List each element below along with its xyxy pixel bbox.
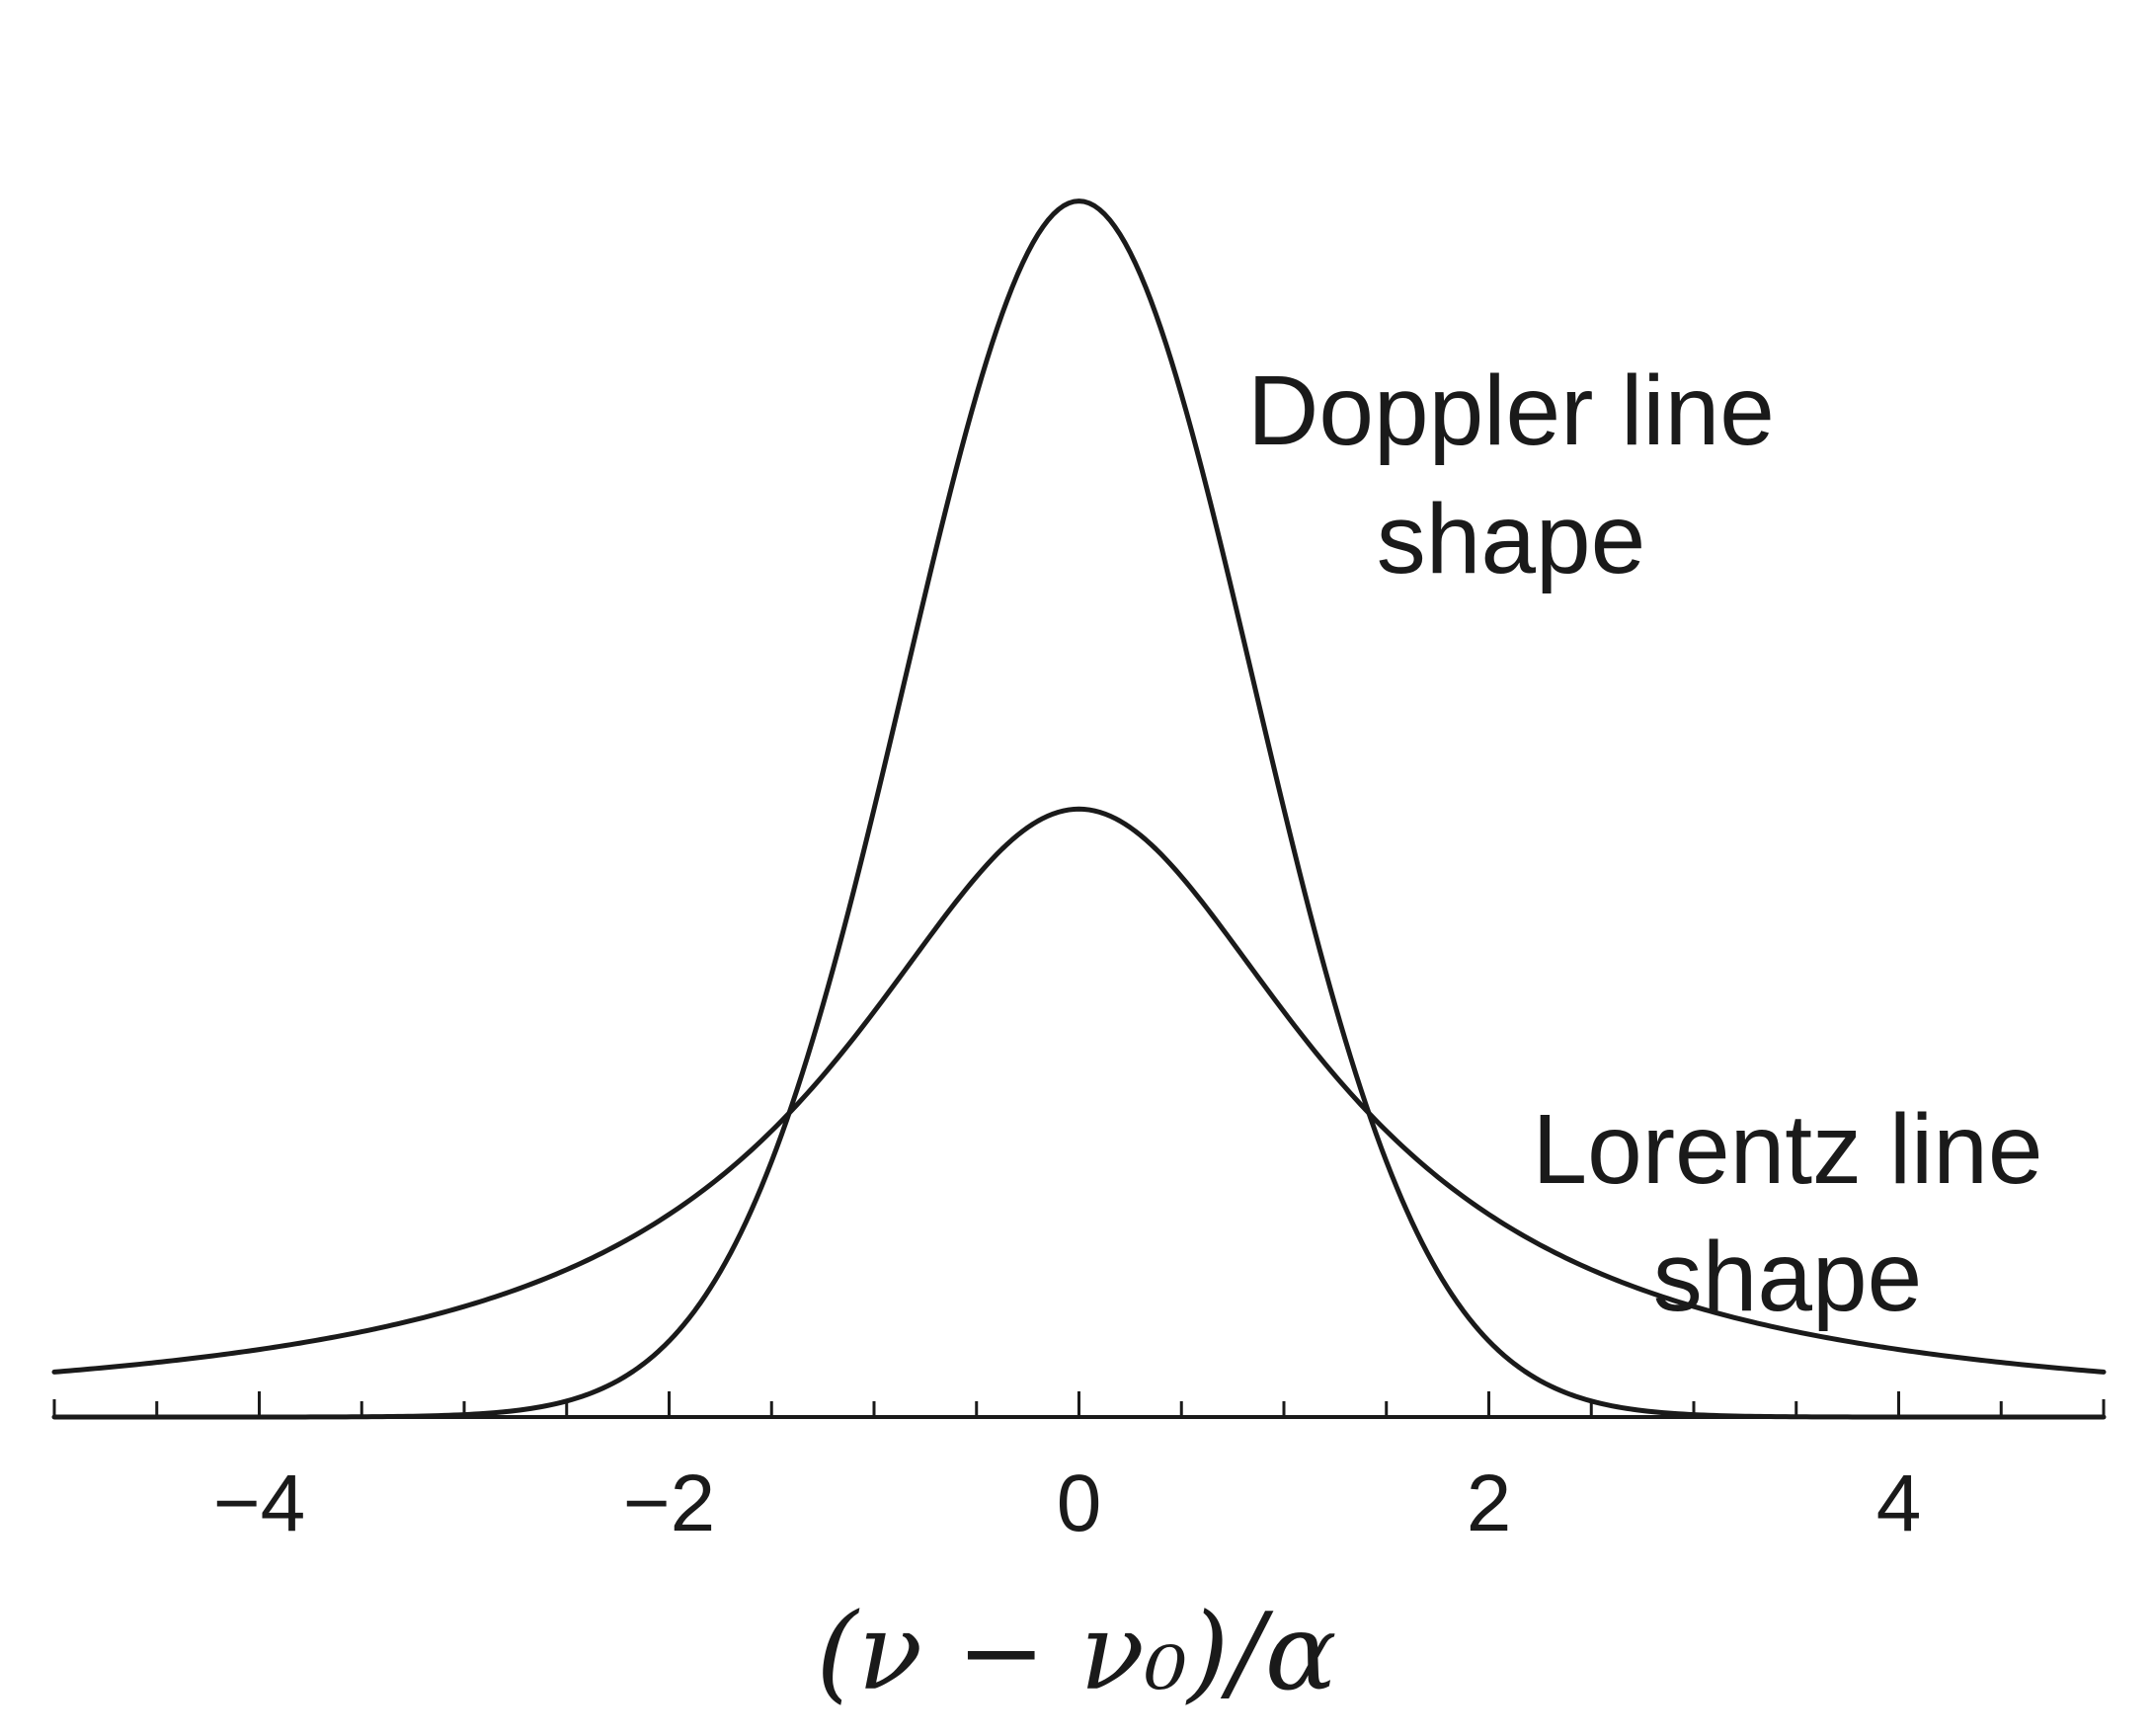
x-axis-title: (ν − ν₀)/α (816, 1591, 1336, 1714)
x-axis-ticks (52, 1391, 2106, 1417)
lorentz-label-line-1: Lorentz line (1533, 1094, 2043, 1205)
lorentz-curve (51, 806, 2107, 1375)
doppler-label-line-2: shape (1377, 484, 1645, 594)
x-axis-tick-labels: −4 −2 0 2 4 (213, 1459, 1922, 1548)
x-tick-label: 0 (1057, 1459, 1102, 1548)
x-tick-label: 2 (1467, 1459, 1512, 1548)
x-tick-label: −2 (623, 1459, 716, 1548)
doppler-label-line-1: Doppler line (1247, 355, 1775, 466)
lorentz-label-line-2: shape (1653, 1222, 1922, 1332)
x-tick-label: 4 (1876, 1459, 1922, 1548)
x-tick-label: −4 (213, 1459, 306, 1548)
